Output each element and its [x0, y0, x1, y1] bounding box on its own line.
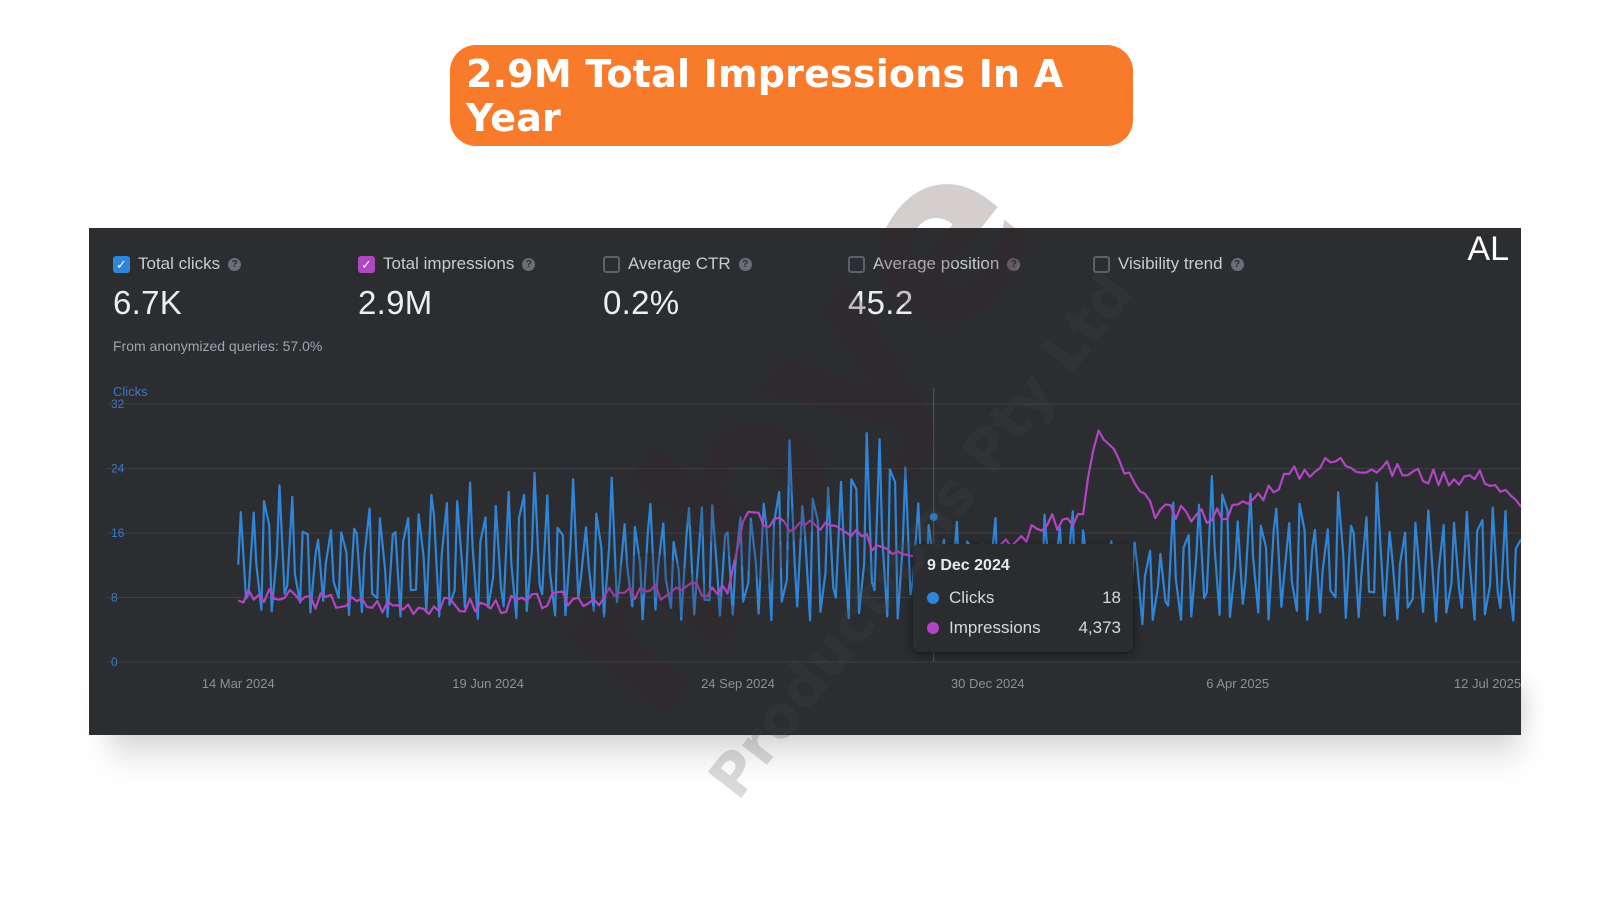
tooltip-value: 18: [1102, 588, 1121, 607]
metric-value: 0.2%: [603, 284, 680, 321]
tooltip-row-impressions: Impressions 4,373: [927, 618, 1121, 638]
clicks-impressions-chart[interactable]: 0 8 16 24 32 14 Mar 2024 19 Jun 2024 24 Sep 202…: [89, 228, 1521, 735]
metric-label: Total impressions: [383, 254, 515, 273]
checkbox-total-impressions[interactable]: ✓: [358, 255, 375, 273]
x-tick-label: 19 Jun 2024: [452, 676, 524, 691]
y-axis-title: Clicks: [113, 384, 148, 399]
anonymized-note: From anonymized queries: 57.0%: [113, 338, 323, 354]
headline-title: 2.9M Total Impressions In A Year: [466, 51, 1064, 140]
y-tick-label: 16: [111, 526, 125, 540]
corner-text: AL: [1467, 230, 1509, 268]
impressions-series-line: [237, 429, 1521, 616]
tooltip-row-clicks: Clicks 18: [927, 588, 1121, 608]
tooltip-label: Impressions: [949, 618, 1041, 637]
x-tick-label: 12 Jul 2025: [1454, 676, 1521, 691]
metric-label: Total clicks: [138, 254, 221, 273]
checkbox-visibility-trend[interactable]: [1093, 255, 1110, 273]
x-tick-label: 30 Dec 2024: [951, 676, 1025, 691]
metric-average-position[interactable]: Average position ? 45.2: [848, 254, 1021, 322]
info-icon[interactable]: ?: [1007, 257, 1021, 271]
clicks-dot-icon: [927, 592, 939, 604]
performance-card: AL ✓ Total clicks ? 6.7K ✓ Total impress…: [89, 228, 1521, 735]
info-icon[interactable]: ?: [1230, 257, 1244, 271]
metric-label: Average position: [873, 254, 1000, 273]
y-tick-label: 24: [111, 462, 125, 476]
x-tick-label: 6 Apr 2025: [1206, 676, 1269, 691]
x-tick-label: 14 Mar 2024: [202, 676, 275, 691]
chart-tooltip: 9 Dec 2024 Clicks 18 Impressions 4,373: [913, 544, 1133, 652]
info-icon[interactable]: ?: [522, 257, 536, 271]
y-tick-label: 0: [111, 655, 118, 669]
metric-value: 2.9M: [358, 284, 433, 321]
impressions-dot-icon: [927, 622, 939, 634]
info-icon[interactable]: ?: [228, 257, 242, 271]
tooltip-value: 4,373: [1078, 618, 1121, 637]
checkbox-average-ctr[interactable]: [603, 255, 620, 273]
y-tick-label: 8: [111, 591, 118, 605]
x-tick-label: 24 Sep 2024: [701, 676, 775, 691]
checkbox-average-position[interactable]: [848, 255, 865, 273]
headline-banner: 2.9M Total Impressions In A Year: [450, 45, 1133, 146]
checkbox-total-clicks[interactable]: ✓: [113, 255, 130, 273]
metric-label: Average CTR: [628, 254, 731, 273]
hover-point-clicks: [929, 512, 938, 521]
metric-label: Visibility trend: [1118, 254, 1223, 273]
metric-visibility-trend[interactable]: Visibility trend ?: [1093, 254, 1244, 274]
y-tick-label: 32: [111, 397, 125, 411]
metric-total-impressions[interactable]: ✓ Total impressions ? 2.9M: [358, 254, 536, 322]
metric-total-clicks[interactable]: ✓ Total clicks ? 6.7K: [113, 254, 242, 322]
info-icon[interactable]: ?: [738, 257, 752, 271]
tooltip-date: 9 Dec 2024: [927, 557, 1010, 574]
tooltip-label: Clicks: [949, 588, 995, 607]
metric-value: 6.7K: [113, 284, 183, 321]
metric-value: 45.2: [848, 284, 914, 321]
metric-average-ctr[interactable]: Average CTR ? 0.2%: [603, 254, 752, 322]
